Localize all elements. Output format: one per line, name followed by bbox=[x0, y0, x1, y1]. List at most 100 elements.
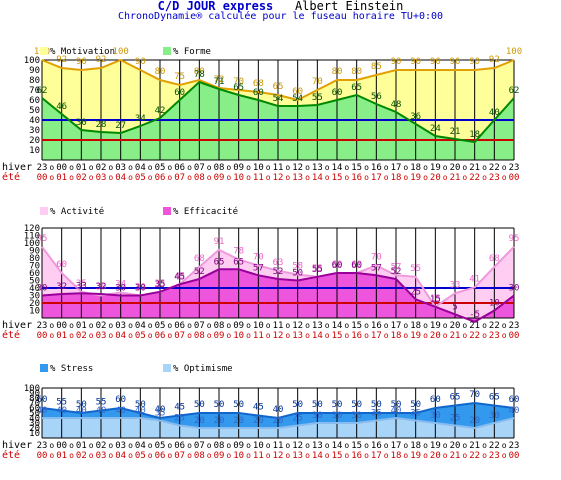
data-label: 60 bbox=[253, 88, 264, 98]
summer-hour-label: 20 bbox=[430, 451, 441, 461]
summer-separator: o bbox=[305, 173, 310, 182]
app-title: C/D JOUR express bbox=[157, 0, 274, 13]
summer-hour-label: 02 bbox=[76, 173, 87, 183]
summer-separator: o bbox=[285, 451, 290, 460]
data-label: 30 bbox=[135, 284, 146, 294]
data-label: 20 bbox=[469, 416, 480, 426]
winter-hour-label: 15 bbox=[351, 321, 362, 331]
winter-separator: o bbox=[226, 441, 231, 450]
summer-hour-label: 00 bbox=[37, 173, 48, 183]
y-tick-label: 10 bbox=[29, 307, 40, 317]
winter-separator: o bbox=[344, 321, 349, 330]
summer-hour-label: 23 bbox=[489, 331, 500, 341]
data-label: 71 bbox=[214, 77, 225, 87]
summer-hour-label: 14 bbox=[312, 331, 323, 341]
summer-hour-label: 16 bbox=[351, 331, 362, 341]
summer-hour-label: 03 bbox=[96, 173, 107, 183]
summer-hour-label: 07 bbox=[174, 451, 185, 461]
winter-hour-label: 01 bbox=[76, 163, 87, 173]
summer-hour-label: 13 bbox=[292, 173, 303, 183]
y-tick-label: 30 bbox=[29, 292, 40, 302]
summer-hour-label: 16 bbox=[351, 173, 362, 183]
summer-separator: o bbox=[128, 451, 133, 460]
winter-hour-label: 08 bbox=[214, 441, 225, 451]
data-label: 40 bbox=[135, 406, 146, 416]
data-label: 25 bbox=[174, 414, 185, 424]
data-label: 40 bbox=[489, 108, 500, 118]
y-tick-label: 50 bbox=[29, 277, 40, 287]
summer-hour-label: 21 bbox=[450, 451, 461, 461]
winter-separator: o bbox=[502, 163, 507, 172]
winter-hour-label: 23 bbox=[37, 163, 48, 173]
data-label: 52 bbox=[194, 267, 205, 277]
winter-separator: o bbox=[305, 163, 310, 172]
data-label: 65 bbox=[233, 257, 244, 267]
summer-separator: o bbox=[89, 451, 94, 460]
data-label: 45 bbox=[174, 272, 185, 282]
data-label: 91 bbox=[214, 237, 225, 247]
data-label: 33 bbox=[450, 280, 461, 290]
winter-hour-label: 11 bbox=[273, 441, 284, 451]
winter-hour-label: 14 bbox=[332, 441, 343, 451]
summer-separator: o bbox=[226, 451, 231, 460]
summer-separator: o bbox=[226, 173, 231, 182]
data-label: 92 bbox=[96, 55, 107, 65]
summer-hour-label: 00 bbox=[509, 331, 520, 341]
winter-separator: o bbox=[325, 321, 330, 330]
winter-separator: o bbox=[148, 441, 153, 450]
winter-hour-label: 19 bbox=[430, 163, 441, 173]
summer-separator: o bbox=[384, 173, 389, 182]
data-label: 40 bbox=[37, 406, 48, 416]
winter-hour-label: 18 bbox=[410, 163, 421, 173]
y-tick-label: 70 bbox=[29, 262, 40, 272]
summer-separator: o bbox=[167, 173, 172, 182]
data-label: 34 bbox=[135, 114, 146, 124]
data-label: 35 bbox=[371, 409, 382, 419]
legend-label: % Efficacité bbox=[173, 206, 238, 217]
summer-hour-label: 09 bbox=[214, 173, 225, 183]
data-label: 30 bbox=[351, 411, 362, 421]
summer-separator: o bbox=[462, 331, 467, 340]
summer-separator: o bbox=[462, 173, 467, 182]
data-label: 60 bbox=[115, 395, 126, 405]
data-label: 50 bbox=[214, 400, 225, 410]
winter-row-label: hiver bbox=[2, 320, 32, 331]
summer-separator: o bbox=[482, 451, 487, 460]
winter-separator: o bbox=[226, 163, 231, 172]
winter-separator: o bbox=[423, 441, 428, 450]
winter-hour-label: 15 bbox=[351, 163, 362, 173]
summer-separator: o bbox=[423, 173, 428, 182]
data-label: 90 bbox=[135, 57, 146, 67]
legend-label: % Stress bbox=[50, 364, 93, 374]
summer-hour-label: 01 bbox=[56, 331, 67, 341]
summer-separator: o bbox=[266, 451, 271, 460]
data-label: 20 bbox=[233, 416, 244, 426]
winter-hour-label: 19 bbox=[430, 441, 441, 451]
winter-separator: o bbox=[305, 441, 310, 450]
summer-hour-label: 06 bbox=[155, 451, 166, 461]
data-label: 68 bbox=[194, 254, 205, 264]
data-label: 54 bbox=[292, 94, 303, 104]
data-label: 21 bbox=[450, 127, 461, 137]
summer-separator: o bbox=[69, 331, 74, 340]
winter-hour-label: 22 bbox=[489, 163, 500, 173]
y-tick-label: 20 bbox=[29, 299, 40, 309]
winter-separator: o bbox=[502, 441, 507, 450]
summer-separator: o bbox=[69, 451, 74, 460]
data-label: 95 bbox=[37, 234, 48, 244]
data-label: 40 bbox=[273, 405, 284, 415]
winter-hour-label: 04 bbox=[135, 163, 146, 173]
data-label: 50 bbox=[332, 400, 343, 410]
y-tick-label: 80 bbox=[29, 254, 40, 264]
summer-hour-label: 21 bbox=[450, 173, 461, 183]
winter-hour-label: 00 bbox=[56, 441, 67, 451]
data-label: 50 bbox=[351, 400, 362, 410]
summer-hour-label: 18 bbox=[391, 173, 402, 183]
summer-separator: o bbox=[423, 451, 428, 460]
summer-hour-label: 03 bbox=[96, 331, 107, 341]
winter-separator: o bbox=[423, 321, 428, 330]
legend-swatch bbox=[163, 207, 171, 215]
summer-hour-label: 04 bbox=[115, 451, 126, 461]
winter-separator: o bbox=[128, 163, 133, 172]
